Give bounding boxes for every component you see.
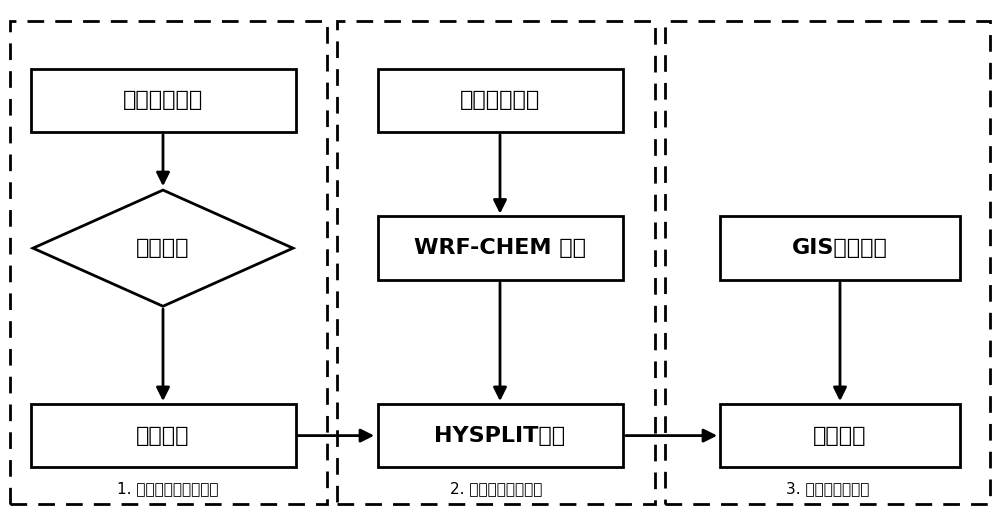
Bar bbox=[720, 404, 960, 467]
Text: 3. 结果展示子模型: 3. 结果展示子模型 bbox=[786, 481, 870, 496]
Bar bbox=[665, 21, 990, 504]
Bar bbox=[378, 69, 622, 132]
Text: 1. 排放清单编制子模型: 1. 排放清单编制子模型 bbox=[117, 481, 219, 496]
Bar bbox=[30, 69, 296, 132]
Text: HYSPLIT模型: HYSPLIT模型 bbox=[434, 426, 566, 446]
Text: 2. 污染源扩散子模型: 2. 污染源扩散子模型 bbox=[450, 481, 542, 496]
Bar bbox=[10, 21, 327, 504]
Text: 排放清单: 排放清单 bbox=[136, 426, 190, 446]
Bar bbox=[720, 216, 960, 280]
Text: GIS地理信息: GIS地理信息 bbox=[792, 238, 888, 258]
Polygon shape bbox=[33, 190, 293, 306]
Bar bbox=[30, 404, 296, 467]
Text: 排放模型: 排放模型 bbox=[136, 238, 190, 258]
Text: WRF-CHEM 模型: WRF-CHEM 模型 bbox=[414, 238, 586, 258]
Bar bbox=[378, 404, 622, 467]
Bar bbox=[378, 216, 622, 280]
Text: 区域地理数据: 区域地理数据 bbox=[460, 90, 540, 110]
Text: 电厂基本数据: 电厂基本数据 bbox=[123, 90, 203, 110]
Bar bbox=[337, 21, 655, 504]
Text: 结果展示: 结果展示 bbox=[813, 426, 867, 446]
